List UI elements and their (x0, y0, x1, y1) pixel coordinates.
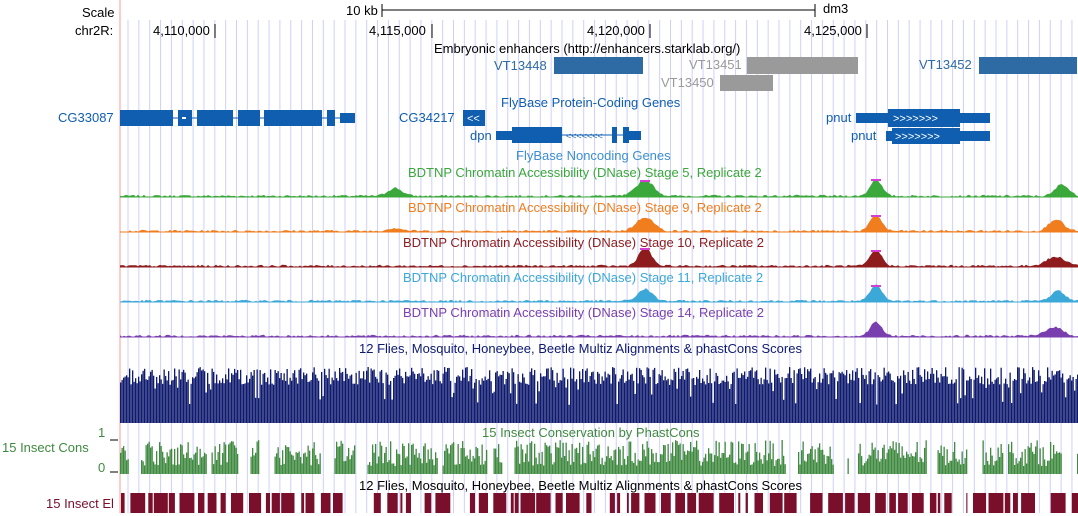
side-label-cons[interactable]: 15 Insect Cons (2, 440, 89, 455)
gene-track: << <<<<<<< >>>>>>> (120, 109, 990, 144)
dnase-tracks (120, 179, 1078, 338)
ruler-tick-label: 4,120,000 (587, 23, 645, 38)
ruler-ticks (214, 24, 868, 38)
gene-label-pnut[interactable]: pnut (851, 128, 877, 143)
track-title-stage14[interactable]: BDTNP Chromatin Accessibility (DNase) St… (403, 305, 765, 320)
gene-pnut-2[interactable]: >>>>>>> (886, 128, 990, 144)
gene-cg33087[interactable] (120, 110, 355, 126)
ruler-tick-label: 4,110,000 (153, 23, 210, 38)
enhancer-track (554, 57, 1077, 91)
gene-dpn[interactable]: <<<<<<< (496, 127, 641, 143)
track-title-cons[interactable]: 15 Insect Conservation by PhastCons (482, 425, 700, 440)
scale-label: Scale (82, 5, 115, 20)
cons-axis (110, 439, 118, 473)
cons-axis-max: 1 (98, 425, 106, 440)
enhancer-label-vt13450[interactable]: VT13450 (661, 75, 714, 90)
enhancer-label-vt13448[interactable]: VT13448 (494, 58, 547, 73)
gene-pnut-1[interactable]: >>>>>>> (856, 109, 990, 127)
enhancer-vt13450[interactable] (720, 75, 773, 91)
track-title-multiz[interactable]: 12 Flies, Mosquito, Honeybee, Beetle Mul… (359, 341, 802, 356)
ruler-tick-label: 4,115,000 (369, 23, 426, 38)
coding-genes-title[interactable]: FlyBase Protein-Coding Genes (501, 95, 681, 110)
track-title-stage10[interactable]: BDTNP Chromatin Accessibility (DNase) St… (403, 235, 765, 250)
insect-elements-track (121, 493, 1078, 513)
noncoding-genes-title[interactable]: FlyBase Noncoding Genes (516, 148, 671, 163)
track-title-stage5[interactable]: BDTNP Chromatin Accessibility (DNase) St… (408, 165, 762, 180)
track-title-multiz-2[interactable]: 12 Flies, Mosquito, Honeybee, Beetle Mul… (359, 478, 802, 493)
scale-bar-label: 10 kb (346, 3, 378, 18)
gene-cg34217[interactable]: << (463, 110, 485, 126)
svg-text:<<<<<<<: <<<<<<< (566, 131, 603, 141)
svg-text:>>>>>>>: >>>>>>> (893, 113, 938, 125)
track-title-stage9[interactable]: BDTNP Chromatin Accessibility (DNase) St… (408, 200, 762, 215)
enhancer-vt13448[interactable] (554, 57, 643, 74)
scale-bar (381, 4, 816, 17)
gene-label-pnut[interactable]: pnut (826, 110, 852, 125)
gene-label-cg34217[interactable]: CG34217 (399, 110, 455, 125)
gene-label-cg33087[interactable]: CG33087 (58, 110, 114, 125)
enhancer-vt13452[interactable] (979, 57, 1077, 74)
svg-text:<<: << (467, 113, 480, 125)
multiz-track-graph (120, 367, 1078, 423)
enhancer-label-vt13452[interactable]: VT13452 (919, 57, 972, 72)
enhancer-label-vt13451[interactable]: VT13451 (689, 57, 742, 72)
ruler-tick-label: 4,125,000 (804, 23, 862, 38)
ruler-chrom-label: chr2R: (75, 23, 114, 38)
svg-text:>>>>>>>: >>>>>>> (895, 131, 940, 143)
gene-label-dpn[interactable]: dpn (470, 128, 492, 143)
enhancer-track-title[interactable]: Embryonic enhancers (http://enhancers.st… (434, 41, 741, 56)
insect-cons-graph (120, 440, 1078, 474)
enhancer-vt13451[interactable] (747, 57, 858, 74)
assembly-label: dm3 (823, 1, 849, 16)
cons-axis-min: 0 (98, 460, 106, 475)
track-title-stage11[interactable]: BDTNP Chromatin Accessibility (DNase) St… (403, 270, 764, 285)
side-label-el[interactable]: 15 Insect El (46, 496, 114, 511)
